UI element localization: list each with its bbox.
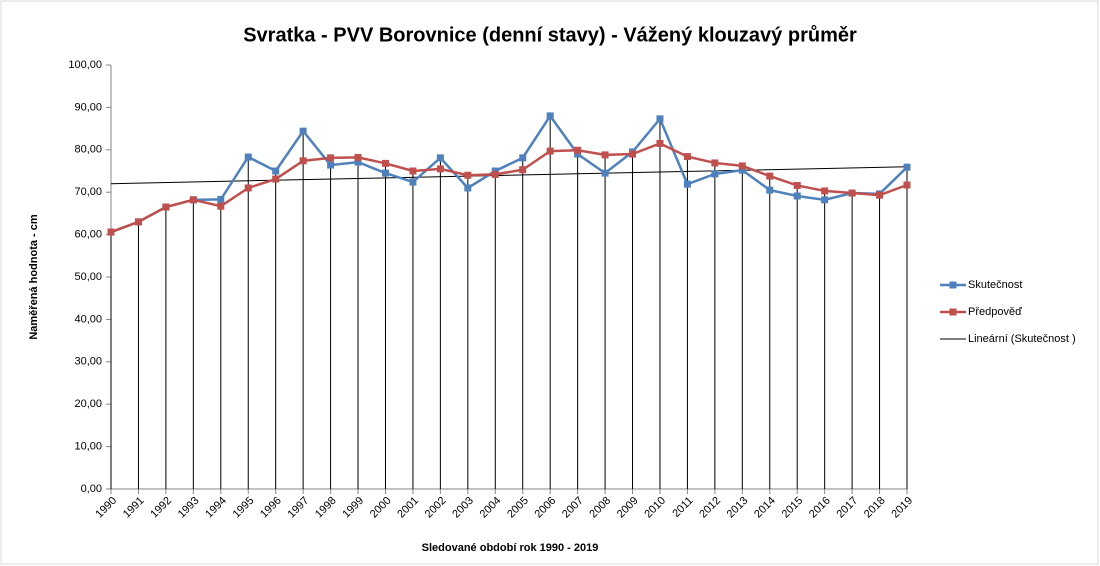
point-marker [793, 192, 801, 200]
y-tick-label: 0,00 [81, 483, 102, 495]
legend-label: Lineární (Skutečnost ) [968, 333, 1076, 345]
point-marker [711, 159, 719, 167]
point-marker [409, 178, 417, 186]
point-marker [519, 166, 527, 174]
legend-marker [949, 281, 957, 289]
point-marker [189, 196, 197, 204]
y-tick-label: 40,00 [74, 313, 102, 325]
point-marker [354, 153, 362, 161]
point-marker [327, 154, 335, 162]
point-marker [546, 112, 554, 120]
point-marker [327, 161, 335, 169]
y-tick-label: 10,00 [74, 441, 102, 453]
point-marker [299, 127, 307, 135]
y-axis-title: Naměřená hodnota - cm [28, 214, 40, 340]
legend-label: Předpověď [968, 306, 1022, 318]
point-marker [793, 181, 801, 189]
point-marker [738, 166, 746, 174]
point-marker [821, 196, 829, 204]
point-marker [683, 180, 691, 188]
y-tick-label: 20,00 [74, 398, 102, 410]
point-marker [354, 158, 362, 166]
point-marker [601, 151, 609, 159]
legend-label: Skutečnost [968, 279, 1022, 291]
y-tick-label: 60,00 [74, 229, 102, 241]
point-marker [272, 175, 280, 183]
point-marker [464, 184, 472, 192]
point-marker [903, 181, 911, 189]
point-marker [656, 139, 664, 147]
point-marker [272, 167, 280, 175]
point-marker [629, 150, 637, 158]
trendline [110, 166, 908, 185]
point-marker [381, 159, 389, 167]
point-marker [903, 163, 911, 171]
point-marker [601, 169, 609, 177]
point-marker [766, 172, 774, 180]
y-tick-label: 90,00 [74, 101, 102, 113]
point-marker [107, 228, 115, 236]
x-axis-title: Sledované období rok 1990 - 2019 [422, 542, 599, 554]
point-marker [134, 218, 142, 226]
point-marker [519, 154, 527, 162]
series-line [110, 142, 908, 234]
point-marker [244, 184, 252, 192]
point-marker [491, 170, 499, 178]
point-marker [162, 203, 170, 211]
point-marker [217, 202, 225, 210]
point-marker [436, 154, 444, 162]
point-marker [409, 167, 417, 175]
chart-title: Svratka - PVV Borovnice (denní stavy) - … [243, 24, 857, 46]
point-marker [876, 191, 884, 199]
point-marker [574, 146, 582, 154]
point-marker [738, 162, 746, 170]
point-marker [381, 169, 389, 177]
point-marker [299, 157, 307, 165]
y-tick-label: 50,00 [74, 271, 102, 283]
point-marker [683, 153, 691, 161]
y-tick-label: 70,00 [74, 186, 102, 198]
point-marker [244, 153, 252, 161]
y-tick-label: 100,00 [68, 59, 102, 71]
point-marker [766, 186, 774, 194]
legend-marker [949, 308, 957, 316]
point-marker [546, 147, 554, 155]
point-marker [464, 171, 472, 179]
point-marker [711, 170, 719, 178]
point-marker [848, 189, 856, 197]
point-marker [436, 165, 444, 173]
point-marker [821, 187, 829, 195]
series-line [110, 113, 908, 234]
point-marker [217, 195, 225, 203]
y-tick-label: 80,00 [74, 144, 102, 156]
y-tick-label: 30,00 [74, 356, 102, 368]
point-marker [574, 150, 582, 158]
point-marker [656, 115, 664, 123]
